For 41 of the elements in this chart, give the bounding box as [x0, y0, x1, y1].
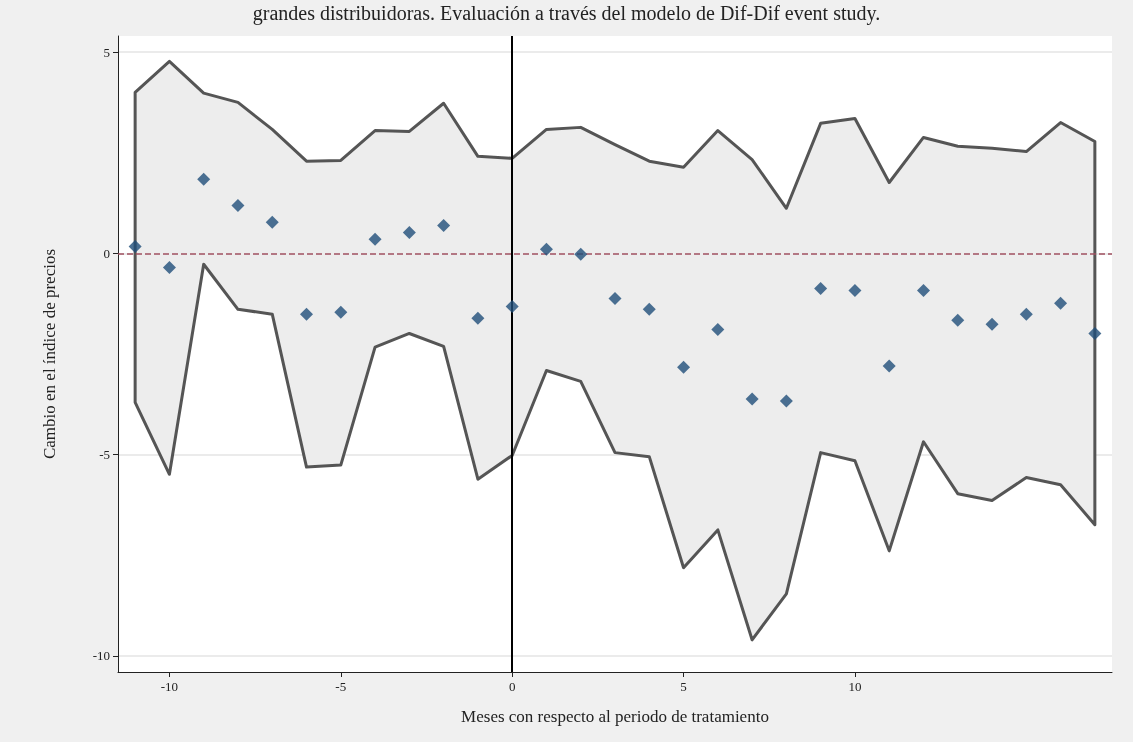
- chart-title: grandes distribuidoras. Evaluación a través del modelo de Dif-Dif event study.: [252, 2, 881, 25]
- y-tick-label: -5: [99, 447, 110, 463]
- point: [197, 172, 211, 186]
- point: [608, 291, 622, 305]
- point: [711, 322, 725, 336]
- point: [848, 283, 862, 297]
- point: [1019, 307, 1033, 321]
- point: [231, 198, 245, 212]
- x-tick-label: 5: [680, 679, 687, 694]
- point: [471, 311, 485, 325]
- x-tick-label: 10: [848, 679, 862, 694]
- point: [128, 240, 142, 254]
- point: [265, 215, 279, 229]
- point: [368, 232, 382, 246]
- point: [745, 392, 759, 406]
- x-tick-label: -10: [160, 679, 179, 694]
- point: [334, 305, 348, 319]
- x-tick-label: 0: [508, 679, 516, 694]
- point: [951, 313, 965, 327]
- point: [985, 317, 999, 331]
- y-tick-label: -10: [92, 648, 110, 664]
- point: [642, 302, 656, 316]
- point: [1088, 326, 1102, 340]
- point: [300, 307, 314, 321]
- point: [779, 394, 793, 408]
- x-axis-title: Meses con respecto al periodo de tratamiento: [461, 707, 769, 726]
- point: [1054, 296, 1068, 310]
- point: [677, 360, 691, 374]
- point: [574, 247, 588, 261]
- y-tick-label: 0: [103, 245, 110, 261]
- point: [882, 359, 896, 373]
- y-tick-label: 5: [103, 44, 110, 60]
- point: [814, 281, 828, 295]
- point: [402, 225, 416, 239]
- x-tick-label: -5: [335, 679, 347, 694]
- point: [162, 260, 176, 274]
- y-axis-title: Cambio en el índice de precios: [40, 248, 59, 460]
- point: [539, 242, 553, 256]
- point: [916, 283, 930, 297]
- point: [505, 300, 519, 313]
- point: [437, 219, 451, 233]
